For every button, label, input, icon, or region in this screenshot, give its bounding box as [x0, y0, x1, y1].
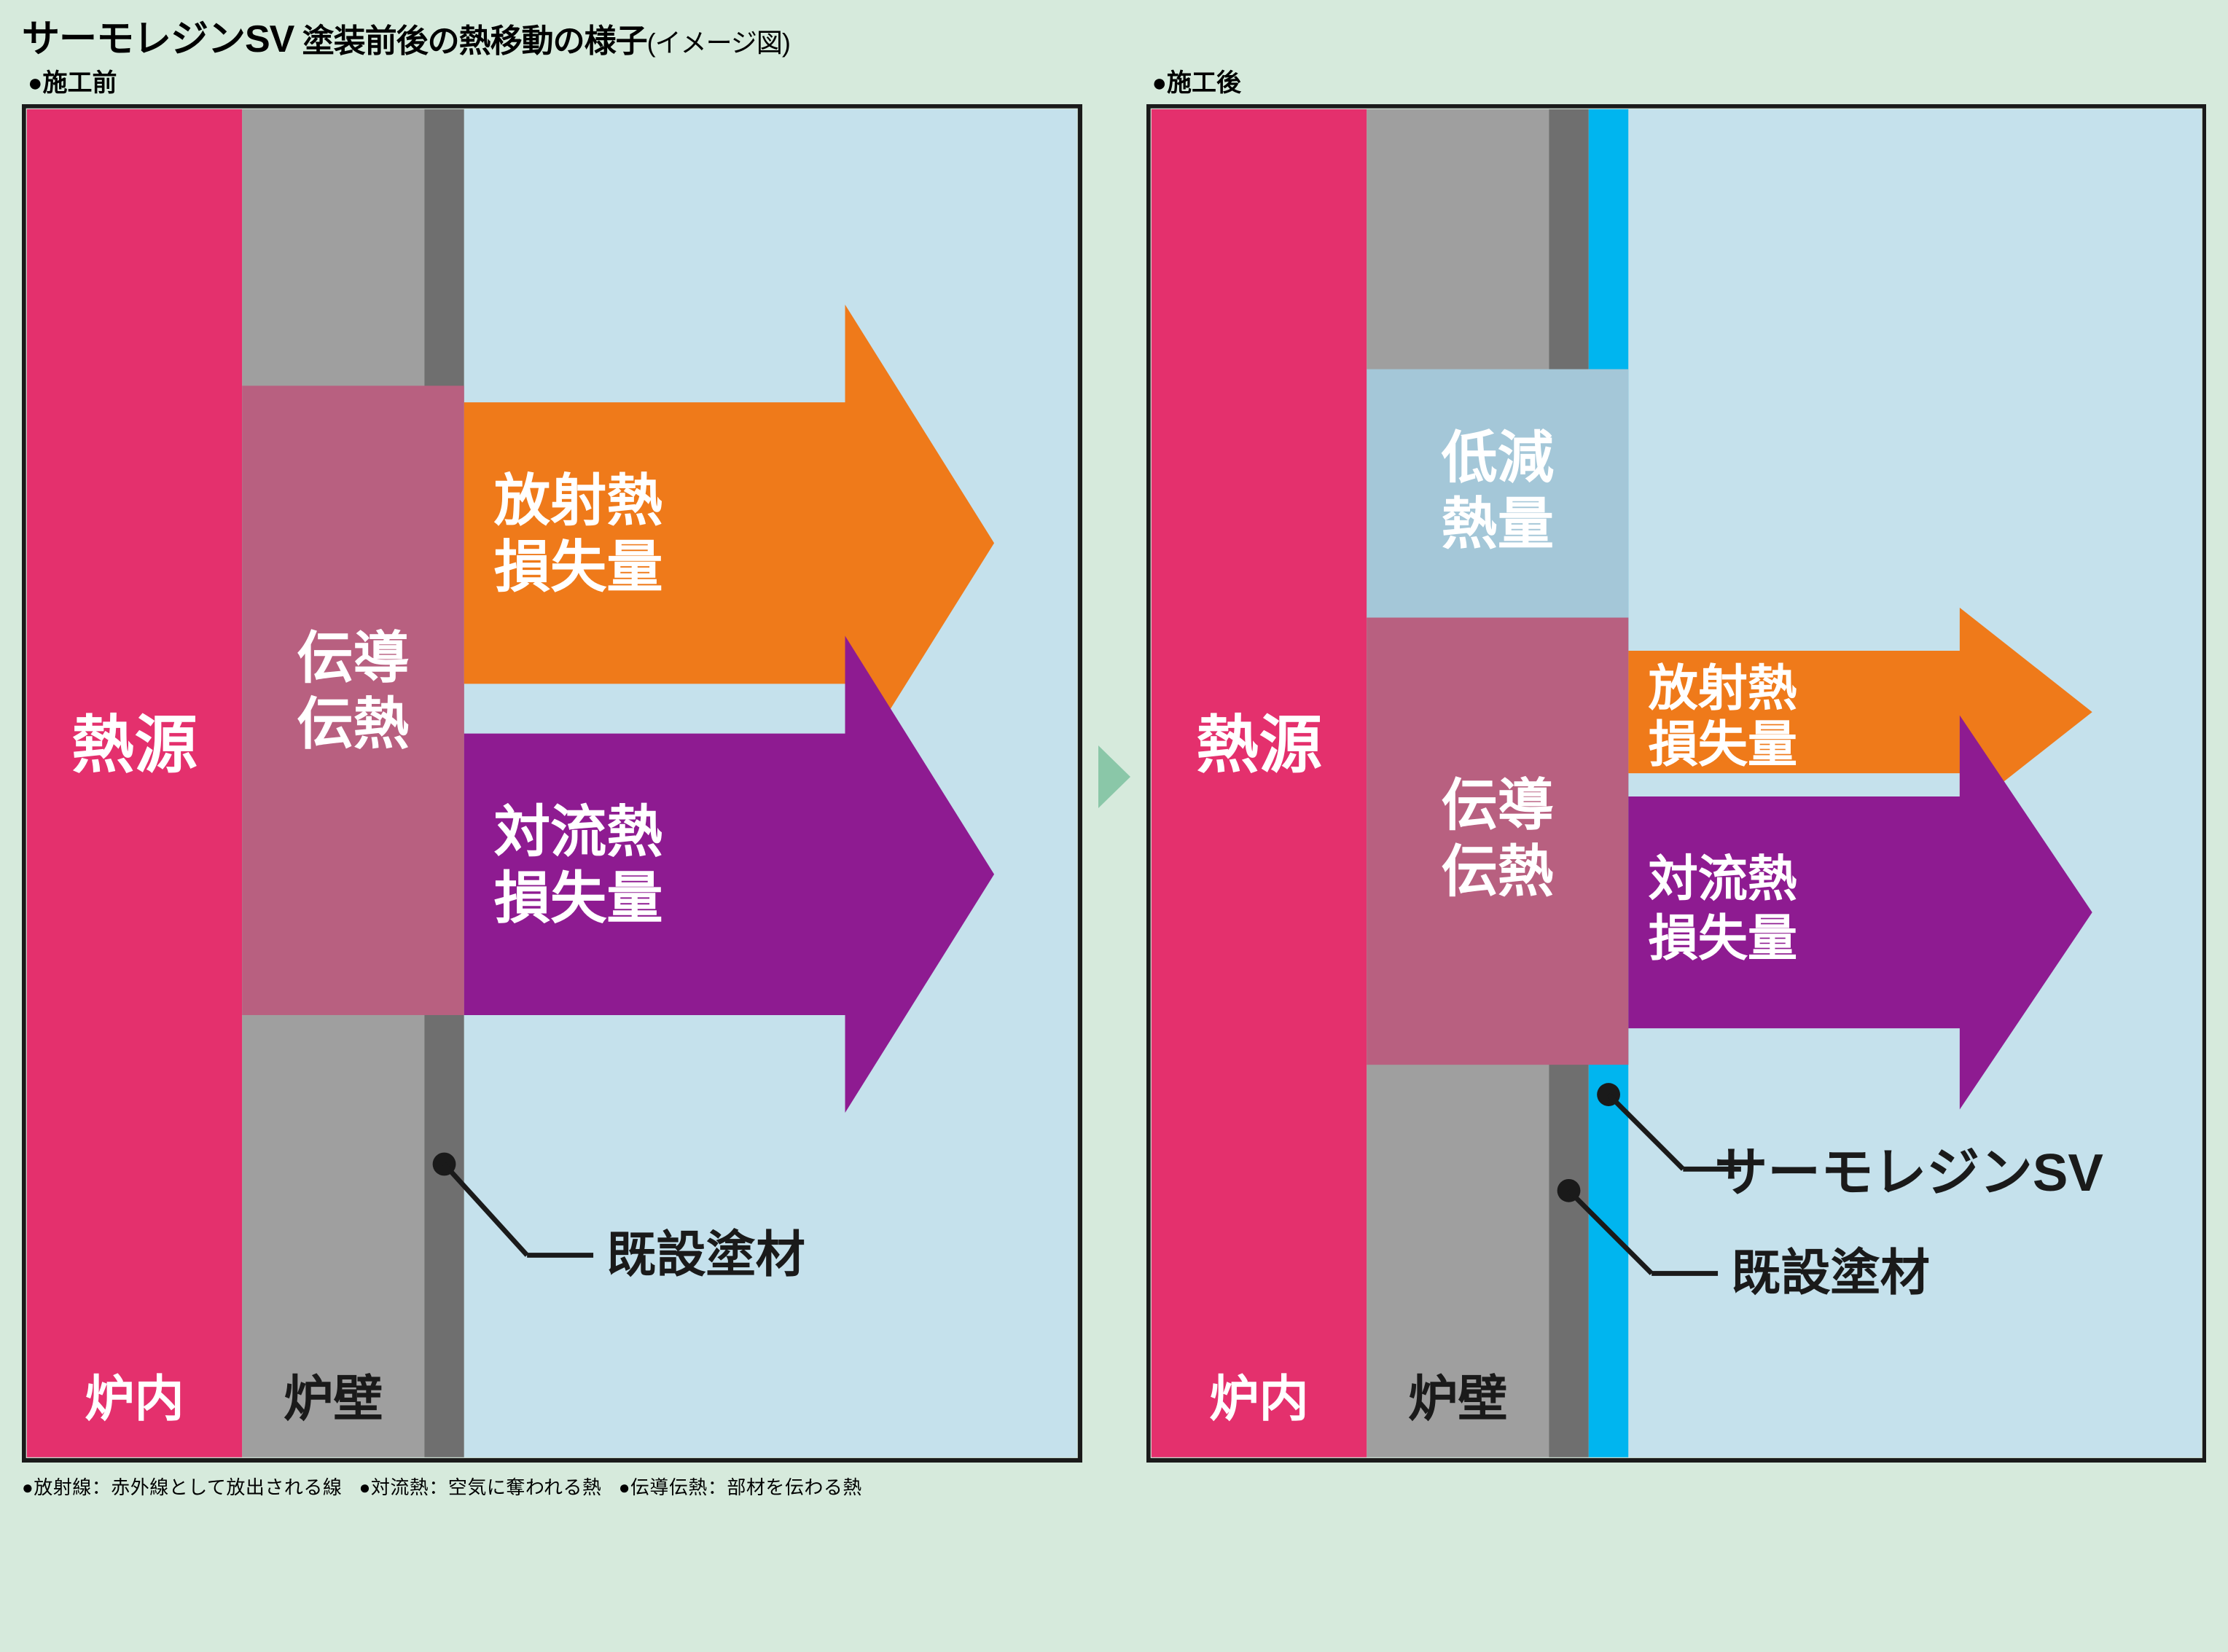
- transition-arrow: [1097, 92, 1132, 1463]
- panels-row: ●施工前 熱源伝導伝熱放射熱損失量対流熱損失量炉内炉壁既設塗材 ●施工後 熱源低…: [22, 63, 2206, 1463]
- svg-text:伝熱: 伝熱: [297, 693, 410, 756]
- panel-after-label: ●施工後: [1152, 63, 2207, 98]
- svg-text:熱源: 熱源: [71, 710, 198, 780]
- title-sub: 塗装前後の熱移動の様子: [294, 23, 646, 59]
- svg-text:放射熱: 放射熱: [1648, 661, 1797, 716]
- svg-text:低減: 低減: [1441, 426, 1554, 489]
- svg-text:放射熱: 放射熱: [494, 469, 663, 532]
- diagram-before: 熱源伝導伝熱放射熱損失量対流熱損失量炉内炉壁既設塗材: [22, 104, 1082, 1463]
- svg-text:熱源: 熱源: [1196, 710, 1322, 780]
- svg-text:炉内: 炉内: [85, 1371, 184, 1427]
- legend: ●放射線：赤外線として放出される線 ●対流熱：空気に奪われる熱 ●伝導伝熱：部材…: [22, 1473, 2206, 1500]
- legend-c: ●伝導伝熱：部材を伝わる熱: [619, 1476, 862, 1498]
- svg-text:既設塗材: 既設塗材: [1731, 1245, 1930, 1301]
- legend-a: ●放射線：赤外線として放出される線: [22, 1476, 342, 1498]
- svg-text:熱量: 熱量: [1441, 493, 1554, 555]
- title-bold: サーモレジンSV: [22, 18, 294, 60]
- svg-text:サーモレジンSV: サーモレジンSV: [1714, 1143, 2103, 1202]
- svg-text:炉壁: 炉壁: [284, 1371, 383, 1427]
- svg-text:炉壁: 炉壁: [1408, 1371, 1507, 1427]
- svg-text:損失量: 損失量: [1648, 717, 1797, 772]
- svg-text:損失量: 損失量: [494, 536, 663, 598]
- title-note: (イメージ図): [647, 28, 790, 58]
- panel-after: ●施工後 熱源低減熱量伝導伝熱放射熱損失量対流熱損失量炉内炉壁サーモレジンSV既…: [1146, 63, 2207, 1463]
- svg-text:対流熱: 対流熱: [494, 801, 663, 864]
- svg-text:損失量: 損失量: [494, 867, 663, 930]
- svg-text:伝熱: 伝熱: [1441, 841, 1554, 904]
- svg-text:対流熱: 対流熱: [1648, 851, 1797, 907]
- svg-text:伝導: 伝導: [1441, 775, 1554, 837]
- diagram-after: 熱源低減熱量伝導伝熱放射熱損失量対流熱損失量炉内炉壁サーモレジンSV既設塗材: [1146, 104, 2207, 1463]
- panel-before-label: ●施工前: [28, 63, 1082, 98]
- panel-before: ●施工前 熱源伝導伝熱放射熱損失量対流熱損失量炉内炉壁既設塗材: [22, 63, 1082, 1463]
- main-title: サーモレジンSV 塗装前後の熱移動の様子(イメージ図): [22, 20, 2206, 58]
- svg-text:既設塗材: 既設塗材: [606, 1227, 805, 1283]
- legend-b: ●対流熱：空気に奪われる熱: [359, 1476, 602, 1498]
- svg-text:損失量: 損失量: [1648, 911, 1797, 966]
- svg-text:伝導: 伝導: [297, 627, 410, 689]
- svg-text:炉内: 炉内: [1209, 1371, 1308, 1427]
